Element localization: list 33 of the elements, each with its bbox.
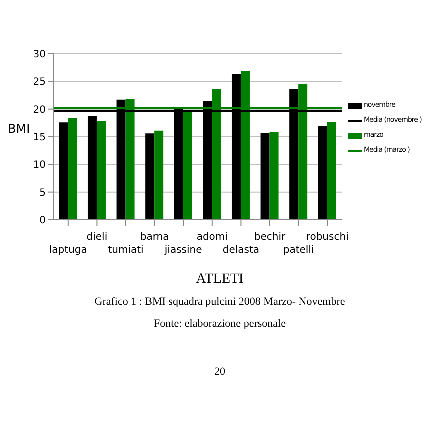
bar <box>68 118 78 220</box>
x-axis-title: ATLETI <box>195 272 245 288</box>
x-tick-label: bechir <box>254 232 286 243</box>
y-tick-label: 25 <box>33 77 46 88</box>
bar <box>96 122 106 220</box>
text: Grafico 1 : BMI squadra pulcini 2008 Marzo- Novembre <box>94 296 346 308</box>
y-tick-label: 0 <box>40 216 46 227</box>
bar <box>183 112 192 220</box>
x-tick-label: dieli <box>86 232 108 243</box>
x-tick-label: patelli <box>283 245 314 256</box>
x-tick-label: jiassine <box>164 245 202 256</box>
bar <box>59 122 68 220</box>
bar <box>146 134 155 220</box>
bar <box>154 130 164 220</box>
x-tick-label: tumiati <box>108 245 144 256</box>
y-tick-label: 30 <box>33 50 46 61</box>
bar <box>270 132 279 220</box>
x-tick-label: delasta <box>222 245 260 256</box>
y-tick-label: 5 <box>40 188 46 199</box>
bar <box>318 126 328 220</box>
source-note: Fonte: elaborazione personale <box>153 318 287 330</box>
bar <box>260 133 270 220</box>
y-tick-label: 20 <box>33 104 46 116</box>
x-tick-label: barna <box>140 232 170 243</box>
bar <box>88 116 97 220</box>
x-tick-label: laptuga <box>49 245 88 256</box>
y-axis-title: BMI <box>8 122 30 136</box>
y-tick-label: 10 <box>33 160 46 172</box>
x-tick-label: adomi <box>196 232 228 243</box>
bar <box>327 122 336 220</box>
y-tick-label: 15 <box>33 132 46 144</box>
text: 20 <box>214 366 226 378</box>
x-tick-label: robuschi <box>306 232 349 243</box>
